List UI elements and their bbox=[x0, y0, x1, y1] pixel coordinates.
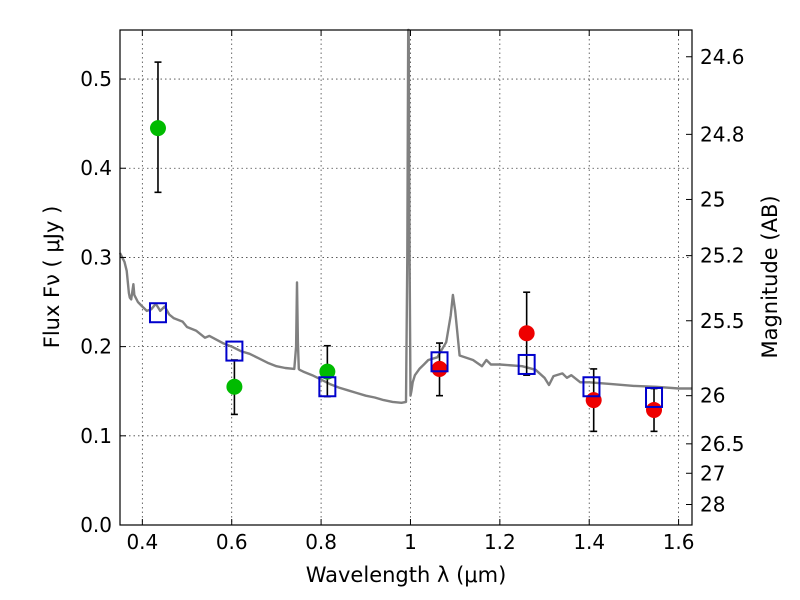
plot-frame bbox=[119, 29, 693, 526]
model-photometry-square bbox=[430, 351, 449, 373]
y-tick-label: 0.0 bbox=[80, 513, 112, 537]
model-photometry-square bbox=[582, 376, 601, 398]
mag-tick-label: 25.5 bbox=[700, 309, 745, 333]
x-tick-label: 0.6 bbox=[216, 530, 248, 554]
x-tick-label: 1 bbox=[404, 530, 417, 554]
y-tick-label: 0.3 bbox=[80, 245, 112, 269]
photometry-point bbox=[226, 378, 243, 395]
photometry-point bbox=[646, 401, 663, 418]
photometry-point bbox=[319, 363, 336, 380]
mag-tick-label: 27 bbox=[700, 461, 725, 485]
tick-layer bbox=[120, 30, 692, 526]
y-axis-label: Flux Fν ( μJy ) bbox=[40, 206, 64, 349]
y-tick-label: 0.1 bbox=[80, 424, 112, 448]
model-photometry-square bbox=[148, 302, 167, 324]
grid bbox=[120, 30, 692, 526]
x-tick-label: 1.6 bbox=[663, 530, 695, 554]
model-photometry-square bbox=[517, 353, 536, 375]
mag-tick-label: 25.2 bbox=[700, 244, 745, 268]
y2-axis-label: Magnitude (AB) bbox=[758, 195, 782, 358]
mag-tick-label: 24.6 bbox=[700, 45, 745, 69]
mag-tick-label: 28 bbox=[700, 492, 725, 516]
y-tick-label: 0.4 bbox=[80, 156, 112, 180]
x-axis-label: Wavelength λ (μm) bbox=[306, 563, 507, 587]
x-tick-label: 0.4 bbox=[126, 530, 158, 554]
x-tick-label: 1.4 bbox=[573, 530, 605, 554]
photometry-point bbox=[518, 325, 535, 342]
y-tick-label: 0.5 bbox=[80, 67, 112, 91]
x-tick-label: 1.2 bbox=[484, 530, 516, 554]
y-tick-label: 0.2 bbox=[80, 335, 112, 359]
photometry-point bbox=[431, 360, 448, 377]
photometry-point bbox=[149, 120, 166, 137]
mag-tick-label: 25 bbox=[700, 187, 725, 211]
tick-label-layer: 0.4 0.6 0.8 1 1.2 1.4 1.6 0.0 0.1 0.2 0.3 0.4 0.5 24.… bbox=[80, 45, 744, 554]
mag-tick-label: 26 bbox=[700, 384, 725, 408]
mag-tick-label: 26.5 bbox=[700, 432, 745, 456]
model-photometry-square bbox=[318, 376, 337, 398]
x-tick-label: 0.8 bbox=[305, 530, 337, 554]
model-photometry-square bbox=[225, 340, 244, 362]
marker-layer bbox=[148, 120, 664, 418]
model-photometry-square bbox=[645, 386, 664, 408]
mag-tick-label: 24.8 bbox=[700, 122, 745, 146]
